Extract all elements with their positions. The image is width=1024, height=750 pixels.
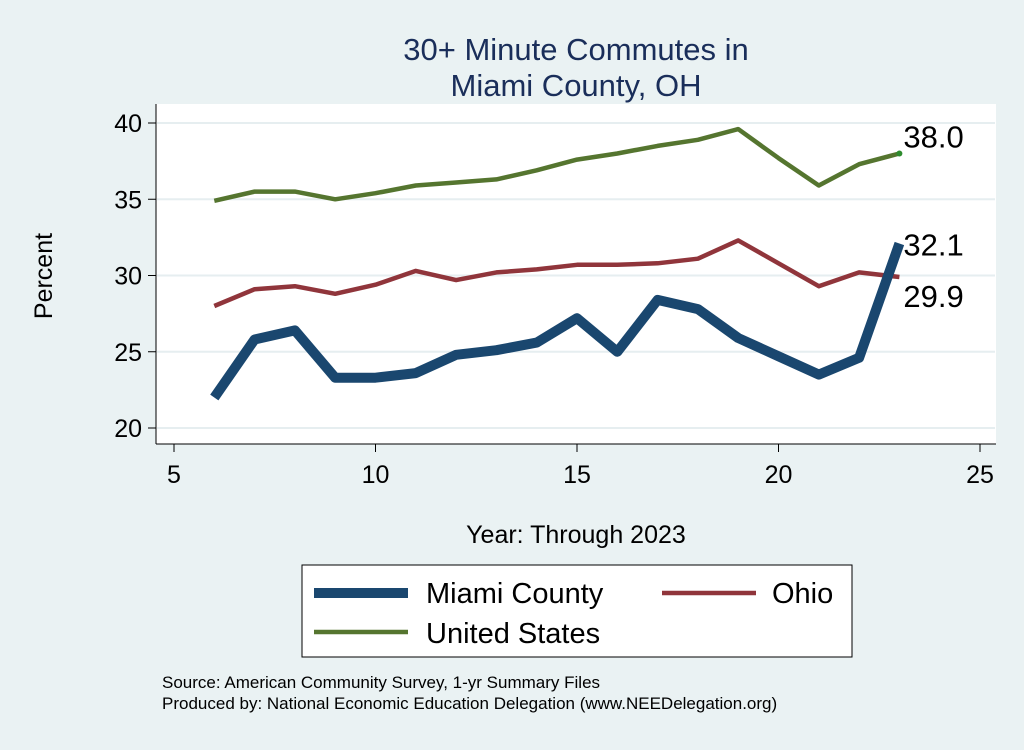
x-tick-label-25: 25 — [966, 461, 994, 489]
end-label-ohio: 29.9 — [903, 279, 963, 314]
legend-label-ohio: Ohio — [772, 578, 833, 610]
y-tick-label-25: 25 — [114, 339, 142, 367]
y-axis-ticks: 20 25 30 35 40 — [114, 110, 156, 443]
x-axis-ticks: 5 10 15 20 25 — [167, 444, 994, 489]
series-line-miami-county — [210, 241, 905, 401]
x-tick-label-20: 20 — [765, 461, 793, 489]
y-tick-label-40: 40 — [114, 110, 142, 138]
chart-title-line-1: 30+ Minute Commutes in — [403, 32, 748, 67]
end-label-united-states: 38.0 — [903, 120, 963, 155]
x-tick-label-10: 10 — [362, 461, 390, 489]
x-axis-title: Year: Through 2023 — [466, 521, 686, 549]
series-line-united-states — [213, 126, 900, 203]
x-tick-label-15: 15 — [563, 461, 591, 489]
series-line-ohio — [213, 238, 900, 309]
y-tick-label-35: 35 — [114, 186, 142, 214]
x-tick-label-5: 5 — [167, 461, 181, 489]
legend-box — [301, 564, 853, 658]
legend-label-united-states: United States — [426, 618, 600, 650]
end-label-miami-county: 32.1 — [903, 227, 963, 262]
producer-note: Produced by: National Economic Education… — [162, 694, 777, 713]
end-marker-united-states — [896, 150, 903, 157]
series-lines — [210, 126, 905, 401]
y-axis-title: Percent — [30, 233, 58, 319]
chart-title-line-2: Miami County, OH — [451, 68, 702, 103]
y-tick-label-30: 30 — [114, 263, 142, 291]
end-labels: 38.0 29.9 32.1 — [896, 120, 964, 314]
legend-label-miami-county: Miami County — [426, 578, 604, 610]
y-tick-label-20: 20 — [114, 415, 142, 443]
source-note: Source: American Community Survey, 1-yr … — [162, 673, 600, 692]
